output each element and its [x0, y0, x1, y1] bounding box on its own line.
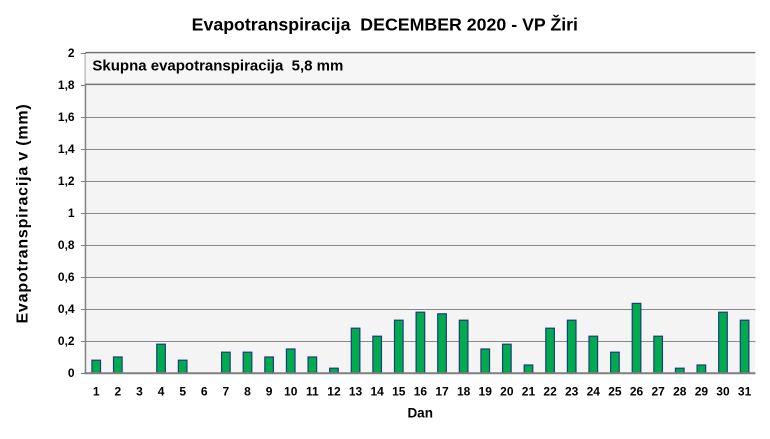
svg-text:18: 18	[457, 384, 471, 398]
svg-text:10: 10	[284, 384, 298, 398]
svg-text:30: 30	[716, 384, 730, 398]
svg-text:24: 24	[587, 384, 601, 398]
svg-text:0,8: 0,8	[58, 238, 75, 252]
svg-text:25: 25	[608, 384, 622, 398]
svg-text:16: 16	[414, 384, 428, 398]
svg-text:4: 4	[158, 384, 165, 398]
svg-text:1,2: 1,2	[58, 174, 75, 188]
svg-text:2: 2	[114, 384, 121, 398]
svg-text:15: 15	[392, 384, 406, 398]
svg-text:20: 20	[500, 384, 514, 398]
svg-text:0: 0	[68, 366, 75, 380]
svg-text:0,2: 0,2	[58, 334, 75, 348]
svg-text:1,4: 1,4	[58, 142, 75, 156]
svg-text:7: 7	[223, 384, 230, 398]
svg-text:23: 23	[565, 384, 579, 398]
svg-text:12: 12	[327, 384, 341, 398]
svg-text:9: 9	[266, 384, 273, 398]
svg-text:28: 28	[673, 384, 687, 398]
svg-text:1,8: 1,8	[58, 78, 75, 92]
svg-text:22: 22	[543, 384, 557, 398]
svg-text:27: 27	[651, 384, 665, 398]
svg-text:19: 19	[479, 384, 493, 398]
svg-text:6: 6	[201, 384, 208, 398]
svg-text:31: 31	[738, 384, 752, 398]
svg-text:14: 14	[370, 384, 384, 398]
svg-text:29: 29	[695, 384, 709, 398]
svg-text:0,4: 0,4	[58, 302, 75, 316]
svg-text:Evapotranspiracija v (mm): Evapotranspiracija v (mm)	[14, 103, 31, 323]
svg-text:1: 1	[68, 206, 75, 220]
svg-text:26: 26	[630, 384, 644, 398]
svg-text:1: 1	[93, 384, 100, 398]
svg-text:3: 3	[136, 384, 143, 398]
svg-text:Evapotranspiracija DECEMBER 2: Evapotranspiracija DECEMBER 2020 - VP Ži…	[192, 13, 578, 34]
svg-text:Dan: Dan	[407, 406, 433, 421]
svg-text:11: 11	[306, 384, 319, 398]
svg-text:1,6: 1,6	[58, 110, 75, 124]
svg-text:21: 21	[522, 384, 536, 398]
svg-text:2: 2	[68, 46, 75, 60]
svg-text:5: 5	[179, 384, 186, 398]
svg-text:17: 17	[435, 384, 449, 398]
svg-text:8: 8	[244, 384, 251, 398]
svg-text:13: 13	[349, 384, 363, 398]
svg-text:Skupna evapotranspiracija 5,8: Skupna evapotranspiracija 5,8 mm	[92, 58, 343, 75]
svg-text:0,6: 0,6	[58, 270, 75, 284]
